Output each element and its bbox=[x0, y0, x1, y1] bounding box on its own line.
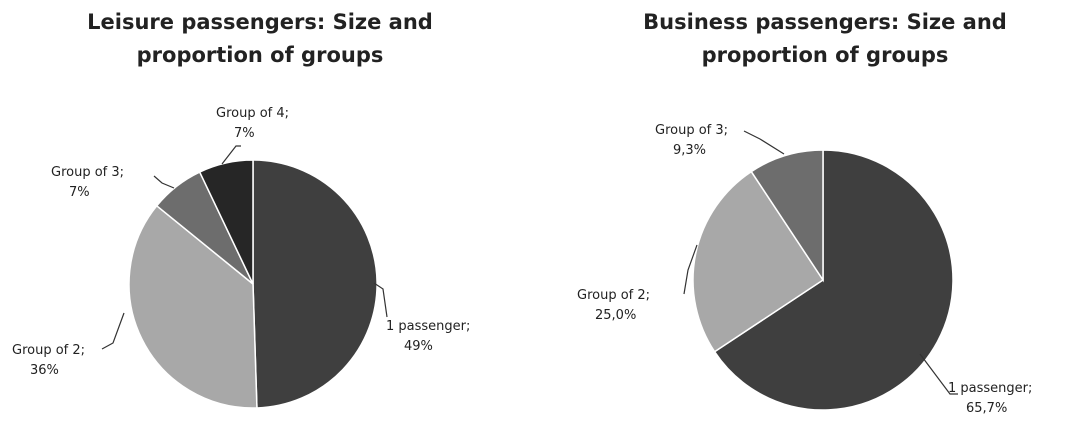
leader-line bbox=[221, 145, 241, 165]
slice-label-value: 7% bbox=[69, 185, 90, 200]
slice-label-name: Group of 3; bbox=[655, 123, 728, 138]
pie-slice bbox=[252, 159, 378, 409]
slice-label-name: 1 passenger; bbox=[948, 381, 1032, 396]
slice-label-value: 65,7% bbox=[966, 401, 1007, 416]
chart-title-line: Business passengers: Size and bbox=[643, 10, 1007, 34]
leader-line bbox=[373, 282, 388, 318]
chart-title-line: proportion of groups bbox=[701, 43, 949, 67]
slice-label-name: Group of 4; bbox=[216, 106, 289, 121]
leader-line bbox=[743, 130, 785, 155]
pie-slice bbox=[128, 204, 258, 409]
pie-slice bbox=[750, 149, 824, 283]
slice-label-value: 9,3% bbox=[673, 143, 706, 158]
chart-title-business: Business passengers: Size and proportion… bbox=[610, 6, 1040, 72]
slice-label-value: 36% bbox=[30, 363, 59, 378]
slice-label-name: Group of 2; bbox=[12, 343, 85, 358]
pie-slice bbox=[198, 159, 254, 285]
pie-slice bbox=[713, 149, 954, 411]
chart-title-line: proportion of groups bbox=[136, 43, 384, 67]
slice-label-value: 7% bbox=[234, 126, 255, 141]
leader-line bbox=[683, 244, 698, 295]
slice-label-name: Group of 3; bbox=[51, 165, 124, 180]
slice-label-value: 25,0% bbox=[595, 308, 636, 323]
pie-chart-1: 1 passenger; 65,7% Group of 2; 25,0% Group o… bbox=[577, 123, 1032, 416]
pie-slice bbox=[692, 170, 825, 353]
chart-title-line: Leisure passengers: Size and bbox=[87, 10, 433, 34]
slice-label-value: 49% bbox=[404, 339, 433, 354]
pie-chart-0: 1 passenger; 49% Group of 2; 36% Group of 3;… bbox=[12, 106, 470, 409]
leader-line bbox=[153, 175, 175, 189]
slice-label-name: Group of 2; bbox=[577, 288, 650, 303]
leader-line bbox=[919, 353, 958, 395]
slice-label-name: 1 passenger; bbox=[386, 319, 470, 334]
chart-title-leisure: Leisure passengers: Size and proportion … bbox=[60, 6, 460, 72]
leader-line bbox=[101, 312, 125, 350]
